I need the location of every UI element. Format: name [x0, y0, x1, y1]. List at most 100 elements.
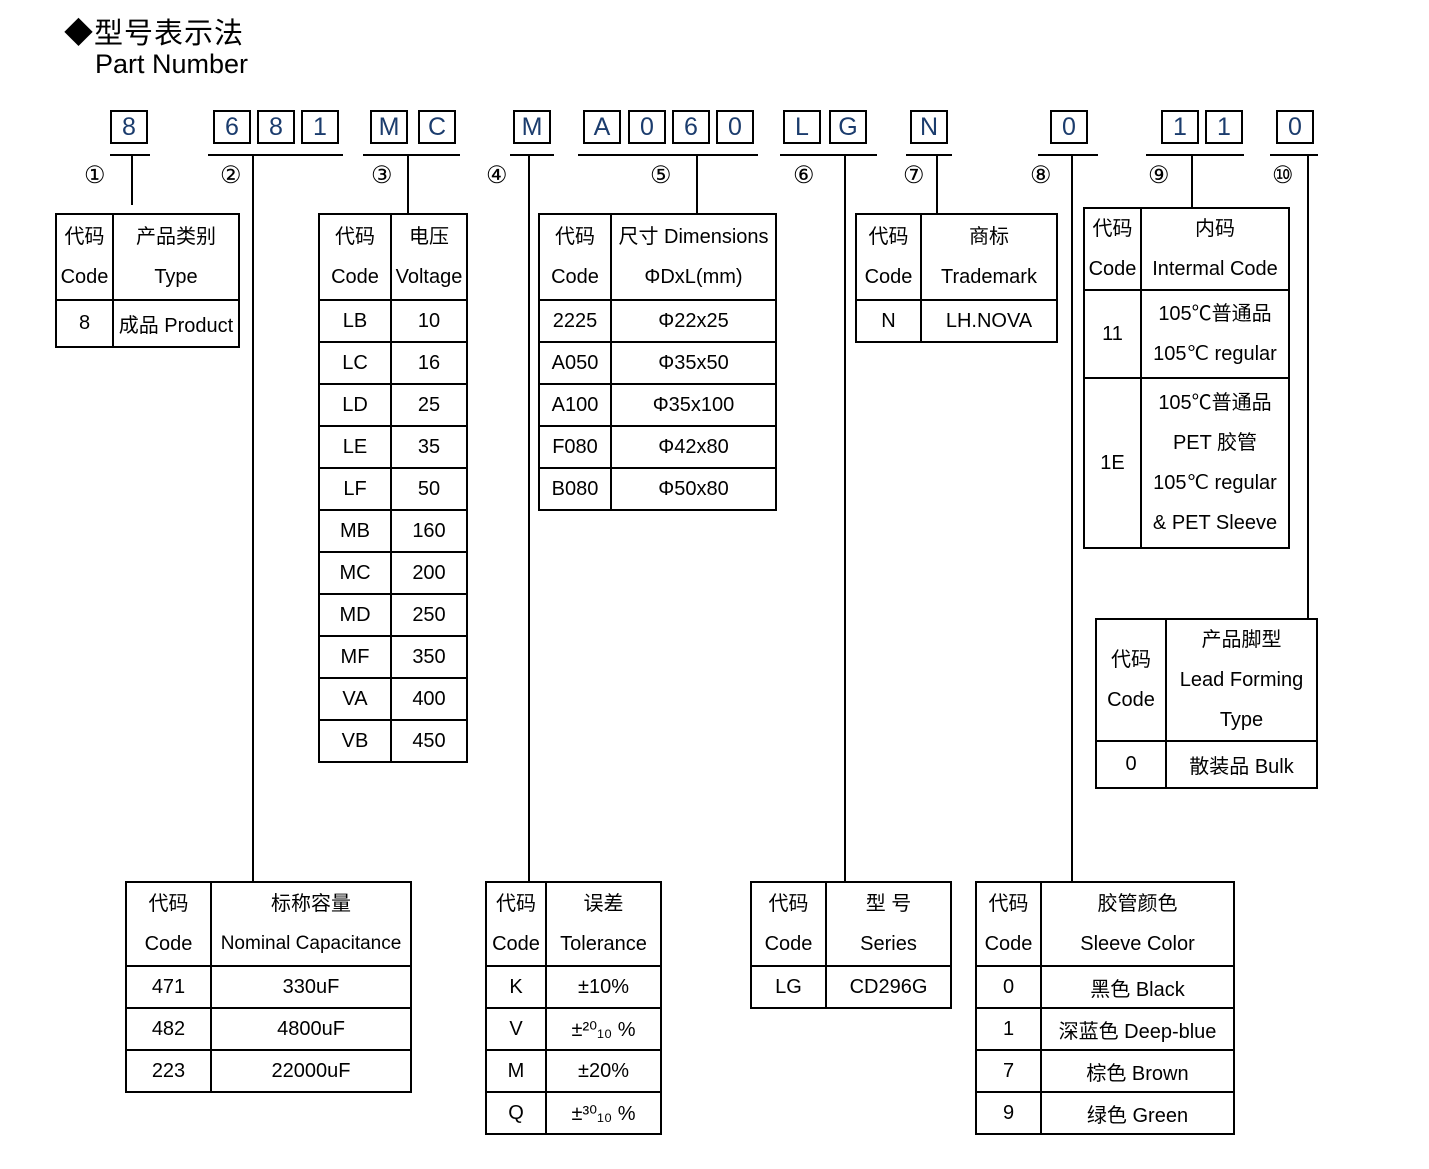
cell: A050 [538, 341, 612, 385]
table-row: 471 330uF [125, 965, 412, 1009]
table-row: 1 深蓝色 Deep-blue [975, 1007, 1235, 1051]
table-row: LG CD296G [750, 965, 952, 1009]
header-line: 代码 [1111, 649, 1151, 671]
table-row: VA 400 [318, 677, 468, 721]
header-line: 电压 [409, 226, 449, 248]
table-header-row: 代码 Code 尺寸 Dimensions ΦDxL(mm) [538, 213, 777, 301]
header-line: Series [860, 933, 917, 955]
connector-line [1191, 156, 1193, 207]
header-line: 产品类别 [136, 226, 216, 248]
cell: CD296G [825, 965, 952, 1009]
circled-index: ① [84, 162, 106, 189]
cell: B080 [538, 467, 612, 511]
table-row: MB 160 [318, 509, 468, 553]
table-row: MD 250 [318, 593, 468, 637]
part-number-box: 1 [1205, 110, 1243, 144]
column-header: 型 号 Series [825, 881, 952, 967]
column-header: 产品脚型 Lead Forming Type [1165, 618, 1318, 742]
header-line: Code [984, 933, 1033, 955]
cell: Φ22x25 [610, 299, 777, 343]
header-line: Sleeve Color [1080, 933, 1195, 955]
group-underline [1270, 154, 1318, 156]
table-header-row: 代码 Code 产品类别 Type [55, 213, 240, 301]
column-header: 内码 Intermal Code [1140, 207, 1290, 291]
header-line: Lead Forming [1179, 669, 1304, 691]
connector-line [696, 156, 698, 213]
header-line: 代码 [148, 893, 189, 915]
table-row: B080 Φ50x80 [538, 467, 777, 511]
header-line: Code [1107, 689, 1155, 711]
cell: 10 [390, 299, 468, 343]
header-line: Voltage [395, 266, 463, 288]
cell: 50 [390, 467, 468, 511]
page-title-zh: ◆型号表示法 [64, 10, 244, 52]
cell: 9 [975, 1091, 1042, 1135]
table-row: LB 10 [318, 299, 468, 343]
part-number-box: 8 [257, 110, 295, 144]
table-row: MC 200 [318, 551, 468, 595]
table-row: F080 Φ42x80 [538, 425, 777, 469]
group-underline [1038, 154, 1098, 156]
cell: 16 [390, 341, 468, 385]
table-row: 223 22000uF [125, 1049, 412, 1093]
table-row: 1E 105℃普通品 PET 胶管 105℃ regular & PET Sle… [1083, 377, 1290, 549]
cell: 350 [390, 635, 468, 679]
column-header: 代码 Code [485, 881, 547, 967]
cell-line: 105℃普通品 [1158, 392, 1272, 414]
part-number-box: 6 [672, 110, 710, 144]
part-number-box: 0 [628, 110, 666, 144]
header-line: 代码 [868, 226, 909, 248]
cell: Φ35x100 [610, 383, 777, 427]
part-number-box: 0 [1276, 110, 1314, 144]
table-row: A050 Φ35x50 [538, 341, 777, 385]
cell: 散装品 Bulk [1165, 740, 1318, 789]
header-line: Tolerance [560, 933, 647, 955]
column-header: 商标 Trademark [920, 213, 1058, 301]
cell: 35 [390, 425, 468, 469]
lead-forming-table: 代码 Code 产品脚型 Lead Forming Type 0 散装品 Bulk [1095, 618, 1318, 789]
cell: M [485, 1049, 547, 1093]
table-row: N LH.NOVA [855, 299, 1058, 343]
cell: 400 [390, 677, 468, 721]
table-row: Q ±³⁰₁₀ % [485, 1091, 662, 1135]
header-line: Intermal Code [1152, 258, 1278, 280]
cell: 330uF [210, 965, 412, 1009]
cell: N [855, 299, 922, 343]
cell: MC [318, 551, 392, 595]
cell: MD [318, 593, 392, 637]
header-line: Code [864, 266, 913, 288]
cell: 25 [390, 383, 468, 427]
cell: 105℃普通品 105℃ regular [1140, 289, 1290, 379]
table-row: MF 350 [318, 635, 468, 679]
cell: 11 [1083, 289, 1142, 379]
table-row: V ±²⁰₁₀ % [485, 1007, 662, 1051]
cell: 0 [975, 965, 1042, 1009]
cell: 绿色 Green [1040, 1091, 1235, 1135]
cell: 160 [390, 509, 468, 553]
header-line: Code [492, 933, 540, 955]
column-header: 代码 Code [855, 213, 922, 301]
circled-index: ⑩ [1272, 162, 1294, 189]
table-row: VB 450 [318, 719, 468, 763]
header-line: 胶管颜色 [1097, 893, 1178, 915]
part-number-box: N [910, 110, 948, 144]
cell: 2225 [538, 299, 612, 343]
table-row: LE 35 [318, 425, 468, 469]
group-underline [208, 154, 343, 156]
cell: 471 [125, 965, 212, 1009]
cell: MB [318, 509, 392, 553]
circled-index: ⑨ [1148, 162, 1170, 189]
table-header-row: 代码 Code 胶管颜色 Sleeve Color [975, 881, 1235, 967]
cell: VA [318, 677, 392, 721]
cell-line: PET 胶管 [1172, 432, 1258, 454]
circled-index: ⑥ [793, 162, 815, 189]
cell: 深蓝色 Deep-blue [1040, 1007, 1235, 1051]
column-header: 标称容量 Nominal Capacitance [210, 881, 412, 967]
header-line: Code [144, 933, 193, 955]
cell: 4800uF [210, 1007, 412, 1051]
column-header: 代码 Code [318, 213, 392, 301]
circled-index: ⑦ [903, 162, 925, 189]
cell: A100 [538, 383, 612, 427]
header-line: 代码 [1092, 218, 1133, 240]
circled-index: ② [220, 162, 242, 189]
